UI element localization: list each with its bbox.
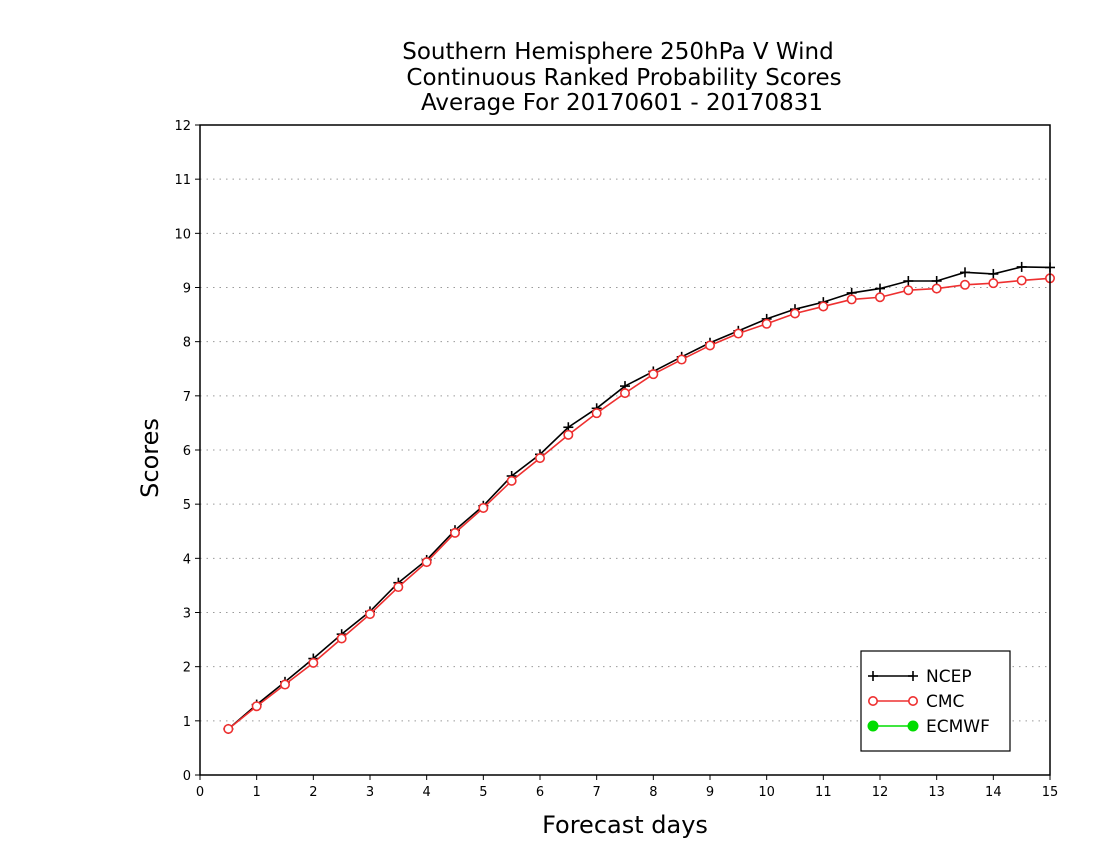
cmc-point	[903, 285, 914, 296]
x-tick-label: 4	[423, 785, 431, 800]
legend: NCEP CMC ECMWF	[860, 650, 1011, 752]
cmc-point	[619, 388, 630, 399]
legend-ncep-marker	[868, 671, 878, 681]
cmc-point	[988, 278, 999, 289]
cmc-point	[478, 502, 489, 513]
cmc-point	[223, 723, 234, 734]
ncep-point	[960, 267, 970, 278]
cmc-point	[761, 318, 772, 329]
y-tick-label: 3	[183, 607, 191, 622]
grid	[200, 178, 1050, 722]
cmc-point	[279, 679, 290, 690]
cmc-point	[393, 582, 404, 593]
y-tick-label: 2	[183, 661, 191, 676]
chart-title-line-2: Continuous Ranked Probability Scores	[406, 65, 841, 91]
x-axis-label: Forecast days	[542, 811, 708, 839]
chart-title: Southern Hemisphere 250hPa V Wind Contin…	[402, 39, 841, 116]
x-tick-label: 2	[309, 785, 317, 800]
legend-ecmwf-marker	[907, 720, 919, 732]
cmc-point	[733, 328, 744, 339]
series-lines	[223, 261, 1056, 734]
plot-frame	[199, 124, 1051, 776]
x-tick-label: 7	[593, 785, 601, 800]
x-tick-label: 15	[1042, 785, 1059, 800]
legend-ncep-marker	[908, 671, 918, 681]
x-tick-label: 11	[815, 785, 832, 800]
cmc-point	[959, 279, 970, 290]
x-tick-label: 5	[479, 785, 487, 800]
cmc-point	[931, 283, 942, 294]
y-tick-label: 10	[174, 227, 191, 242]
cmc-point	[421, 557, 432, 568]
y-tick-label: 9	[183, 282, 191, 297]
cmc-point	[534, 453, 545, 464]
y-tick-label: 8	[183, 336, 191, 351]
y-tick-label: 12	[174, 119, 191, 134]
y-tick-label: 4	[183, 552, 191, 567]
y-tick-label: 7	[183, 390, 191, 405]
ncep-point	[875, 283, 885, 294]
x-tick-label: 6	[536, 785, 544, 800]
y-tick-label: 11	[174, 173, 191, 188]
legend-cmc-marker	[907, 695, 918, 706]
cmc-point	[449, 527, 460, 538]
cmc-point	[818, 301, 829, 312]
legend-ecmwf-marker	[867, 720, 879, 732]
cmc-point	[563, 429, 574, 440]
y-tick-label: 1	[183, 715, 191, 730]
x-tick-label: 13	[928, 785, 945, 800]
y-tick-label: 6	[183, 444, 191, 459]
cmc-point	[336, 633, 347, 644]
ncep-point	[903, 276, 914, 286]
legend-cmc-marker	[867, 695, 878, 706]
cmc-point	[874, 292, 885, 303]
x-tick-label: 1	[253, 785, 261, 800]
cmc-point	[591, 408, 602, 419]
x-tick-label: 12	[872, 785, 889, 800]
chart-title-line-3: Average For 20170601 - 20170831	[421, 90, 823, 116]
ncep-point	[988, 268, 999, 279]
ncep-point	[1016, 261, 1027, 272]
y-axis-label: Scores	[136, 418, 164, 498]
cmc-point	[789, 308, 800, 319]
cmc-point	[364, 609, 375, 620]
x-tick-label: 0	[196, 785, 204, 800]
y-tick-label: 0	[183, 769, 191, 784]
cmc-point	[506, 475, 517, 486]
x-tick-label: 8	[649, 785, 657, 800]
legend-ncep-label: NCEP	[926, 667, 972, 687]
cmc-point	[308, 657, 319, 668]
chart-title-line-1: Southern Hemisphere 250hPa V Wind	[402, 39, 833, 65]
cmc-point	[648, 369, 659, 380]
x-tick-label: 14	[985, 785, 1002, 800]
x-tick-label: 3	[366, 785, 374, 800]
legend-ecmwf-label: ECMWF	[926, 717, 990, 737]
x-tick-label: 10	[758, 785, 775, 800]
cmc-point	[1016, 275, 1027, 286]
legend-cmc-label: CMC	[926, 692, 964, 712]
cmc-point	[846, 294, 857, 305]
y-tick-label: 5	[183, 498, 191, 513]
cmc-point	[704, 340, 715, 351]
cmc-point	[251, 701, 262, 712]
cmc-point	[676, 354, 687, 365]
x-tick-label: 9	[706, 785, 714, 800]
